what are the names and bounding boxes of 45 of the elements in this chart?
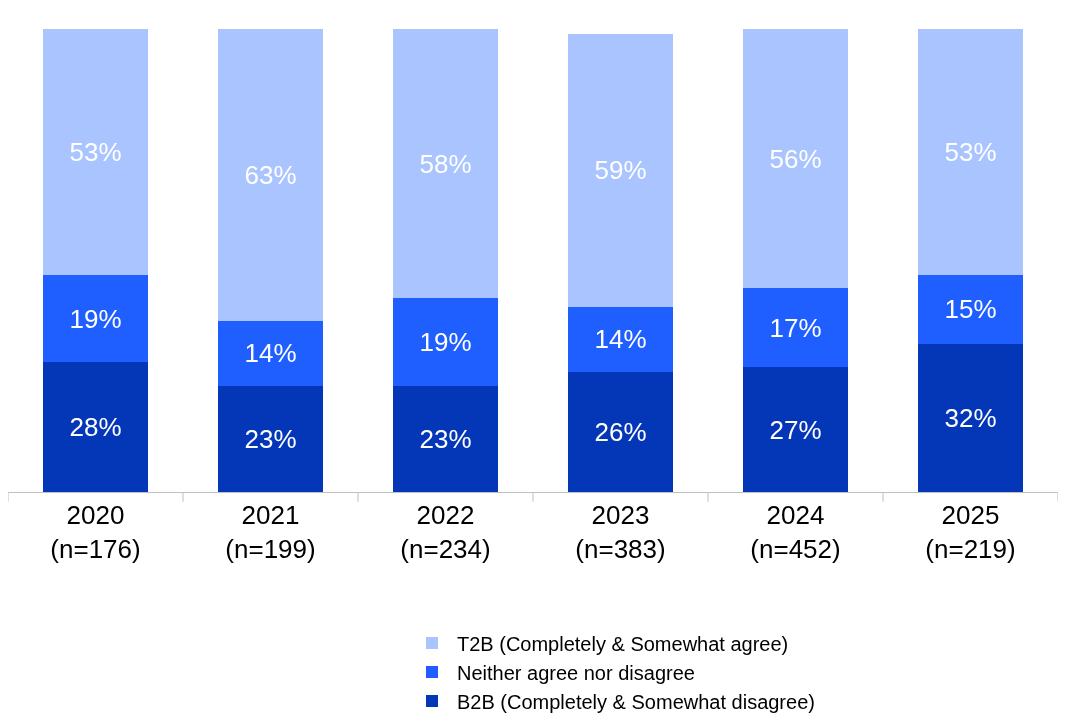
data-label: 14% [594, 324, 647, 355]
legend-label: Neither agree nor disagree [457, 661, 695, 684]
x-tick-label: 2023 (n=383) [575, 500, 666, 564]
bar [393, 297, 498, 386]
bar [43, 362, 148, 492]
data-label: 58% [419, 148, 472, 179]
data-label: 17% [769, 312, 822, 343]
bar [218, 320, 323, 386]
bar [918, 29, 1023, 275]
bar [918, 274, 1023, 344]
data-label: 23% [244, 423, 297, 454]
bar [393, 29, 498, 298]
bar [568, 33, 673, 307]
bar [393, 385, 498, 492]
bar [218, 29, 323, 321]
bar [218, 385, 323, 492]
bar [568, 306, 673, 372]
data-label: 59% [594, 155, 647, 186]
data-label: 15% [944, 294, 997, 325]
data-label: 53% [69, 136, 122, 167]
bar [43, 29, 148, 275]
bar [743, 288, 848, 368]
bar [43, 274, 148, 363]
bar [743, 29, 848, 289]
bar [743, 367, 848, 492]
data-label: 26% [594, 416, 647, 447]
data-label: 19% [419, 326, 472, 357]
x-tick-label: 2022 (n=234) [400, 500, 491, 564]
data-label: 19% [69, 303, 122, 334]
data-label: 56% [769, 143, 822, 174]
data-label: 14% [244, 338, 297, 369]
bar [568, 371, 673, 492]
x-tick-label: 2024 (n=452) [750, 500, 841, 564]
data-label: 63% [244, 160, 297, 191]
x-tick-label: 2021 (n=199) [225, 500, 316, 564]
data-label: 23% [419, 423, 472, 454]
data-label: 28% [69, 412, 122, 443]
x-tick-label: 2025 (n=219) [925, 500, 1016, 564]
x-tick-label: 2020 (n=176) [50, 500, 141, 564]
data-label: 53% [944, 136, 997, 167]
data-label: 27% [769, 414, 822, 445]
legend-label: B2B (Completely & Somewhat disagree) [457, 690, 815, 713]
legend-label: T2B (Completely & Somewhat agree) [457, 632, 789, 655]
bar [918, 343, 1023, 492]
data-label: 32% [944, 402, 997, 433]
